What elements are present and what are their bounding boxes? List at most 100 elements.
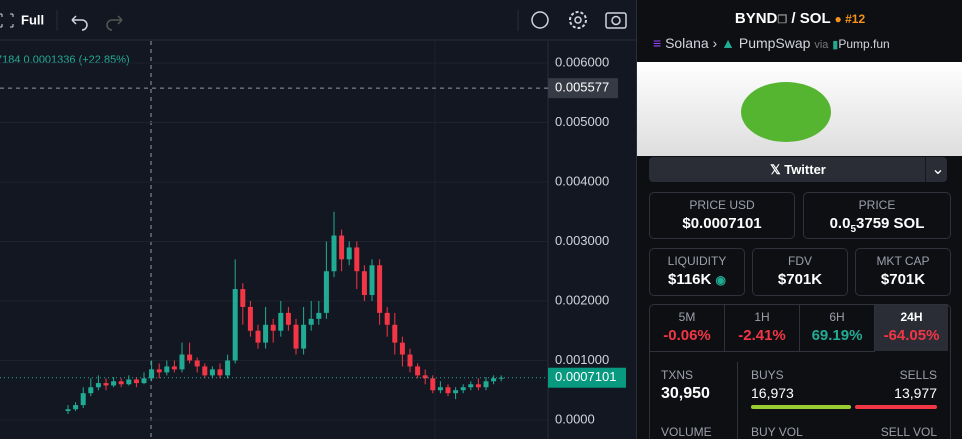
label: 24H [900,310,923,324]
txns-value: 30,950 [661,385,710,402]
timeframe-1h[interactable]: 1H -2.41% [725,305,800,352]
buys-label: BUYS [751,368,784,382]
pump-icon: ▮ [832,39,839,51]
indicator-button[interactable] [531,11,549,29]
y-tick-label: 0.002000 [555,292,609,307]
last-price-box [548,367,626,388]
candle-body [460,387,466,391]
label: 5M [678,310,696,324]
screenshot-icon [611,15,621,26]
pair-title: BYND❐ / SOL ● #12 [637,10,962,27]
value: $701K [777,271,823,288]
settings-icon [574,16,582,24]
candle-body [498,377,504,379]
legend: 7184 0.0001336 (+22.85%) [0,54,130,66]
fullscreen-icon[interactable] [0,13,14,28]
candle-body [187,354,193,361]
candle-body [346,247,352,260]
mkt-cap-card: MKT CAP $701K [855,248,951,296]
candle-body [73,405,79,410]
candle-body [80,393,86,406]
candle-body [384,312,390,325]
social-dropdown[interactable]: ⌄ [925,157,950,182]
candle-body [301,324,307,349]
value: -2.41% [738,327,786,344]
base-token[interactable]: BYND [734,10,778,27]
liquidity-card: LIQUIDITY $116K ◉ [649,248,745,296]
lock-icon: ◉ [715,273,727,287]
candle-body [339,235,345,260]
quote-token: SOL [799,10,831,27]
candle-body [468,384,474,388]
via: via [814,39,829,51]
fdv-card: FDV $701K [752,248,848,296]
y-tick-label: 0.003000 [555,233,609,248]
label: PRICE [858,198,896,212]
settings-button[interactable] [569,11,587,29]
solana-icon: ≡ [653,35,662,51]
y-tick-label: 0.001000 [555,352,609,367]
timeframe-6h[interactable]: 6H 69.19% [800,305,875,352]
candle-body [316,312,322,319]
full-button[interactable]: Full [21,12,44,27]
candle-body [95,383,101,388]
rank[interactable]: ● #12 [834,12,866,26]
value: -0.06% [663,327,711,344]
twitter-label: Twitter [784,162,826,177]
buy-vol-label: BUY VOL [751,425,803,439]
token-logo [741,82,831,142]
value: $701K [880,271,926,288]
label: 1H [754,310,770,324]
y-tick-label: 0.004000 [555,173,609,188]
candle-body [445,387,451,394]
pair-panel: BYND❐ / SOL ● #12 ≡ Solana › ▲ PumpSwap … [636,0,962,439]
dex[interactable]: PumpSwap [738,35,811,51]
buys-value: 16,973 [751,385,794,401]
undo-button[interactable] [71,15,88,31]
candle-body [88,387,94,394]
twitter-button[interactable]: 𝕏 Twitter [649,157,947,182]
candle-body [217,369,223,376]
copy-icon[interactable]: ❐ [777,14,788,26]
last-price-label: 0.0007101 [555,369,616,384]
buys-bar [751,405,851,409]
y-tick-label: 0.0000 [555,411,595,426]
candle-body [483,381,489,388]
label: 6H [829,310,845,324]
redo-button[interactable] [106,15,123,31]
label: MKT CAP [876,254,930,268]
candle-body [149,369,155,379]
candle-body [437,387,443,391]
label: PRICE USD [689,198,755,212]
candle-body [369,265,375,296]
candle-body [118,381,124,385]
candle-body [278,312,284,331]
timeframe-5m[interactable]: 5M -0.06% [650,305,725,352]
sells-value: 13,977 [894,385,937,401]
value: 69.19% [811,327,863,344]
candle-body [430,378,436,391]
candle-body [415,366,421,376]
candle-body [354,247,360,272]
candle-body [133,379,139,384]
candle-body [491,378,497,382]
screenshot-button[interactable] [605,12,627,29]
trading-card [649,304,951,439]
timeframe-24h[interactable]: 24H -64.05% [875,305,948,351]
candle-body [377,265,383,313]
candle-body [323,271,329,313]
value: 0.053759 SOL [804,215,950,235]
candle-body [111,381,117,386]
dex-icon: ▲ [721,35,735,51]
crosshair-label: 0.005577 [555,80,609,95]
candle-body [232,289,238,361]
candle-body [103,383,109,386]
candle-body [164,366,170,373]
value: -64.05% [883,327,940,344]
launchpad[interactable]: Pump.fun [838,37,890,51]
price-usd-card: PRICE USD $0.0007101 [649,192,795,239]
chain[interactable]: Solana [665,35,709,51]
chart: Full 7184 0.0001336 (+22.85%) 0.0000 0.00… [0,10,636,439]
candle-body [65,409,71,412]
label: LIQUIDITY [667,254,727,268]
